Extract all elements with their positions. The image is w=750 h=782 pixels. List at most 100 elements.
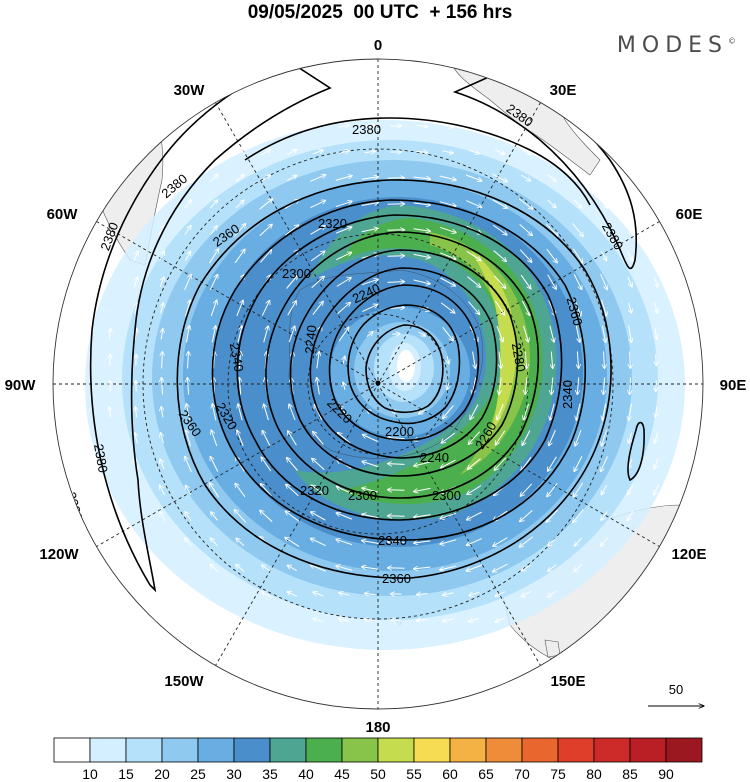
wind-vector [495, 430, 506, 445]
wind-vector [133, 277, 138, 288]
wind-vector [289, 404, 296, 421]
wind-vector [466, 538, 482, 546]
wind-vector [209, 274, 217, 290]
wind-vector [440, 565, 457, 570]
wind-vector [286, 124, 297, 129]
wind-vector [467, 276, 480, 288]
wind-vector [630, 351, 631, 369]
wind-vector [365, 619, 376, 620]
wind-vector [467, 485, 482, 495]
wind-vector [440, 512, 457, 518]
wind-vector [159, 511, 166, 521]
contour-label: 2340 [560, 380, 575, 409]
wind-vector [492, 199, 508, 209]
wind-vector [234, 510, 247, 523]
wind-vector [629, 302, 632, 314]
wind-vector [236, 565, 245, 572]
wind-vector [655, 406, 657, 418]
wind-vector [575, 325, 580, 343]
wind-vector [317, 378, 320, 395]
wind-vector [110, 381, 111, 392]
wind-vector [135, 329, 137, 340]
colorbar-tick-label: 80 [586, 766, 602, 782]
wind-vector [261, 149, 270, 156]
wind-vector [288, 326, 295, 343]
wind-vector [286, 276, 298, 289]
wind-vector [523, 403, 530, 420]
lon-label-120w: 120W [39, 546, 79, 563]
wind-vector [494, 457, 507, 471]
wind-vector [627, 250, 633, 261]
lon-label-0: 0 [374, 37, 382, 54]
wind-vector [338, 125, 350, 127]
wind-vector [391, 334, 400, 335]
wind-vector [601, 429, 608, 446]
wind-vector [493, 275, 505, 289]
wind-vector [493, 250, 507, 262]
wind-vector [521, 174, 530, 181]
colorbar-box [233, 737, 271, 763]
wind-vector [413, 279, 431, 284]
wind-vector [413, 177, 431, 179]
wind-vector [185, 456, 192, 472]
contour-label: 2340 [227, 342, 247, 373]
contour-2340 [211, 199, 586, 541]
wind-vector [311, 276, 325, 289]
wind-vector [466, 200, 482, 208]
wind-vector [185, 512, 192, 521]
wind-vector [416, 126, 428, 127]
lon-label-90e: 90E [720, 377, 747, 394]
wind-vector [239, 378, 240, 395]
antarctica-coastline [288, 269, 483, 459]
wind-vector [601, 325, 605, 343]
contour-2360 [176, 179, 612, 579]
wind-vector [387, 256, 405, 257]
wind-vector [135, 433, 138, 444]
colorbar-box [305, 737, 343, 763]
lon-label-60e: 60E [676, 206, 703, 223]
wind-vector [336, 252, 351, 261]
colorbar-tick-label: 55 [406, 766, 422, 782]
wind-vector [210, 564, 219, 573]
wind-vector [161, 303, 164, 314]
wind-vector [413, 229, 431, 232]
wind-vector [653, 276, 658, 287]
wind-vector [443, 619, 454, 621]
wind-vector [414, 487, 431, 491]
wind-vector [548, 590, 557, 597]
wind-vector [519, 536, 534, 547]
wind-vector [523, 325, 529, 342]
wind-vector [417, 620, 428, 621]
map-title: 09/05/2025 00 UTC + 156 hrs [247, 2, 513, 23]
wind-vector [362, 567, 379, 570]
wind-vector [417, 594, 428, 595]
colorbar-box [161, 737, 199, 763]
wind-vector [160, 459, 165, 470]
wind-vector [286, 484, 299, 497]
wind-vector [339, 405, 350, 420]
wind-vector [492, 563, 508, 572]
wind-vector [548, 564, 557, 572]
wind-vector [312, 124, 323, 129]
wind-vector [521, 456, 532, 471]
wind-vector [234, 249, 245, 264]
wind-vector [214, 352, 215, 369]
wind-vector [467, 458, 481, 470]
wind-vector [136, 381, 137, 392]
wind-vector [546, 509, 559, 522]
wind-vector [626, 225, 633, 234]
colorbar-box [125, 737, 163, 763]
wind-vector [629, 432, 632, 444]
colorbar-box [665, 737, 703, 763]
wind-vector [440, 302, 455, 313]
colorbar-box [485, 737, 523, 763]
contour-label: 2240 [420, 450, 449, 465]
wind-vector [261, 591, 271, 598]
colorbar-tick-label: 90 [658, 766, 674, 782]
contour-label: 2380 [91, 443, 111, 474]
colorbar-tick-label: 60 [442, 766, 458, 782]
wind-vector [439, 175, 457, 180]
wind-vector [285, 511, 300, 522]
wind-vector [161, 433, 164, 444]
wind-vector [441, 432, 456, 443]
